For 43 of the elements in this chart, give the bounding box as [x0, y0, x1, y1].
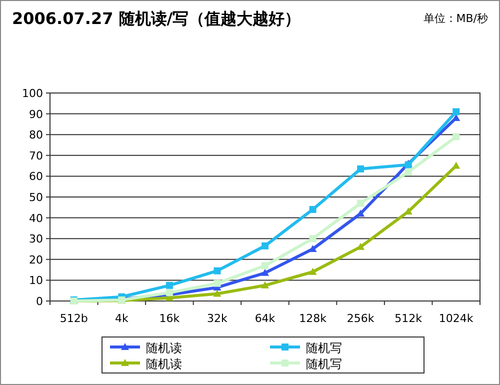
point	[452, 108, 460, 116]
point	[357, 200, 364, 207]
x-tick-label: 32k	[207, 312, 228, 325]
legend-label: 随机读	[146, 357, 182, 371]
x-tick-label: 512k	[394, 312, 423, 325]
y-tick-label: 60	[29, 170, 43, 184]
point	[166, 282, 173, 289]
x-tick-label: 64k	[254, 312, 276, 325]
point	[262, 262, 268, 270]
point	[308, 268, 317, 275]
x-tick-label: 1024k	[438, 312, 474, 325]
x-tick-label: 4k	[114, 312, 129, 325]
y-tick-label: 10	[29, 274, 43, 288]
x-tick-label: 256k	[346, 312, 375, 325]
point	[404, 168, 412, 176]
x-tick-label: 512b	[60, 312, 88, 325]
point	[261, 281, 269, 288]
x-tick-label: 16k	[159, 312, 180, 325]
point	[357, 165, 364, 172]
legend-label: 随机写	[306, 357, 342, 371]
y-tick-label: 30	[29, 232, 43, 246]
point	[214, 280, 221, 287]
chart-title: 2006.07.27 随机读/写（值越大越好）	[12, 9, 301, 28]
y-tick-label: 70	[29, 149, 43, 162]
x-tick-label: 128k	[299, 312, 328, 325]
point	[309, 235, 316, 242]
y-tick-label: 0	[36, 295, 43, 308]
legend-label: 随机写	[306, 341, 342, 355]
point	[262, 242, 268, 250]
y-tick-label: 80	[29, 128, 43, 142]
point	[213, 290, 222, 297]
y-tick-label: 90	[29, 108, 43, 121]
y-tick-label: 20	[29, 253, 43, 266]
point	[452, 162, 460, 169]
y-tick-label: 100	[22, 87, 43, 100]
y-tick-label: 40	[29, 212, 43, 225]
y-tick-label: 50	[29, 191, 43, 204]
point	[214, 267, 221, 274]
text: 单位：MB/秒	[423, 12, 488, 25]
legend-label: 随机读	[146, 341, 182, 355]
point	[452, 133, 460, 140]
point	[309, 206, 316, 213]
point	[261, 268, 269, 276]
